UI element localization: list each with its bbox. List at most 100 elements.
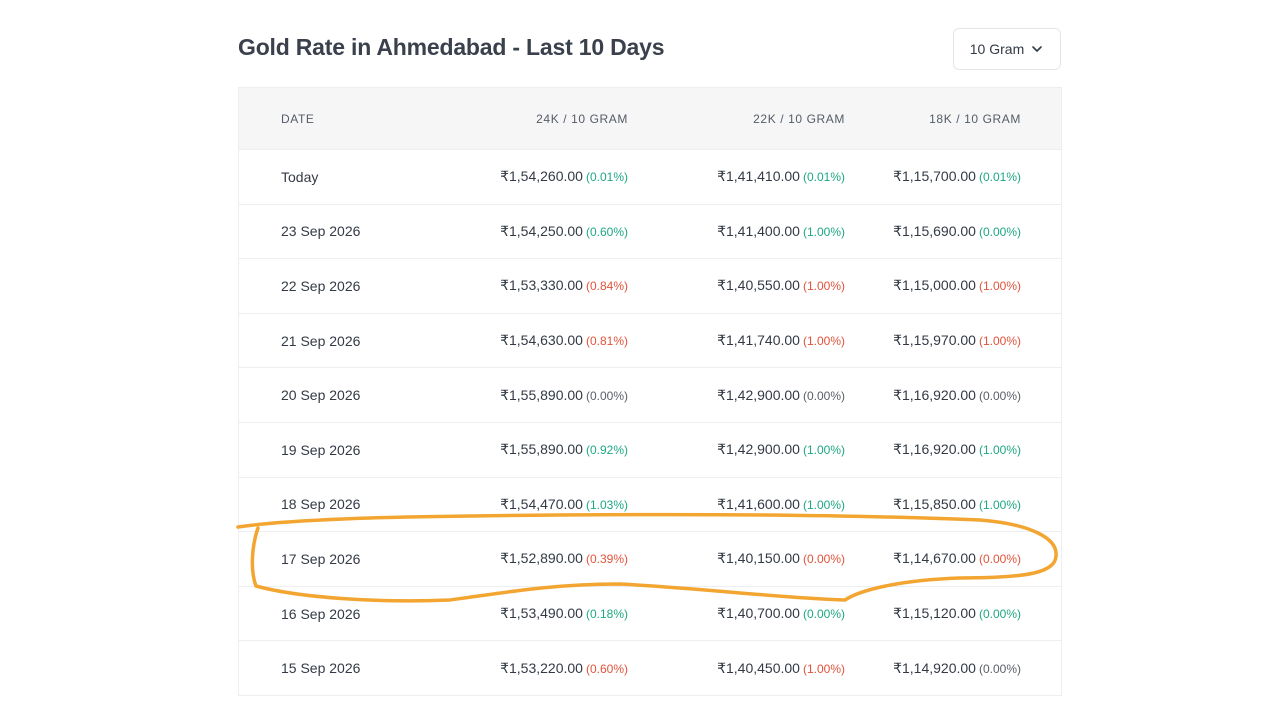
rate-change: (0.39%) bbox=[585, 552, 628, 567]
rate-price: ₹1,54,630.00 bbox=[500, 332, 583, 349]
rate-price: ₹1,14,920.00 bbox=[893, 659, 976, 676]
rate-change: (0.00%) bbox=[585, 388, 628, 403]
gold-rate-table: DATE 24K / 10 GRAM 22K / 10 GRAM 18K / 1… bbox=[238, 87, 1062, 696]
rate-change: (0.01%) bbox=[978, 170, 1021, 185]
row-date: 19 Sep 2026 bbox=[281, 441, 361, 458]
rate-price: ₹1,40,550.00 bbox=[717, 277, 800, 294]
rate-change: (1.00%) bbox=[802, 497, 845, 512]
rate-change: (0.00%) bbox=[802, 552, 845, 567]
rate-cell-k18: ₹1,16,920.00 (0.00%) bbox=[845, 387, 1021, 404]
rate-price: ₹1,16,920.00 bbox=[893, 441, 976, 458]
row-date: 18 Sep 2026 bbox=[281, 496, 361, 513]
rate-price: ₹1,41,410.00 bbox=[717, 168, 800, 185]
table-row: 16 Sep 2026 ₹1,53,490.00 (0.18%) ₹1,40,700.… bbox=[239, 585, 1061, 641]
rate-price: ₹1,42,900.00 bbox=[717, 386, 800, 403]
rate-change: (1.00%) bbox=[802, 443, 845, 458]
rate-price: ₹1,54,470.00 bbox=[500, 495, 583, 512]
header-date: DATE bbox=[281, 111, 315, 126]
rate-price: ₹1,16,920.00 bbox=[893, 386, 976, 403]
row-date: 23 Sep 2026 bbox=[281, 223, 361, 240]
rate-change: (1.00%) bbox=[978, 443, 1021, 458]
rate-cell-k18: ₹1,15,690.00 (0.00%) bbox=[845, 223, 1021, 240]
rate-cell-k18: ₹1,14,670.00 (0.00%) bbox=[845, 550, 1021, 567]
rate-change: (1.00%) bbox=[802, 279, 845, 294]
rate-change: (1.03%) bbox=[585, 497, 628, 512]
table-row: 15 Sep 2026 ₹1,53,220.00 (0.60%) ₹1,40,450.… bbox=[239, 640, 1061, 695]
rate-change: (0.84%) bbox=[585, 279, 628, 294]
rate-change: (1.00%) bbox=[978, 279, 1021, 294]
rate-cell-k22: ₹1,40,450.00 (1.00%) bbox=[628, 660, 845, 677]
rate-change: (1.00%) bbox=[978, 334, 1021, 349]
rate-cell-k24: ₹1,55,890.00 (0.00%) bbox=[409, 387, 628, 404]
rate-price: ₹1,40,450.00 bbox=[717, 659, 800, 676]
rate-change: (0.01%) bbox=[802, 170, 845, 185]
rate-price: ₹1,41,600.00 bbox=[717, 495, 800, 512]
rate-change: (0.00%) bbox=[978, 661, 1021, 676]
rate-price: ₹1,53,330.00 bbox=[500, 277, 583, 294]
table-row: Today ₹1,54,260.00 (0.01%) ₹1,41,410.00 (0.0… bbox=[239, 149, 1061, 204]
unit-select[interactable]: 10 Gram bbox=[953, 28, 1061, 70]
rate-cell-k24: ₹1,53,220.00 (0.60%) bbox=[409, 660, 628, 677]
rate-cell-k22: ₹1,41,600.00 (1.00%) bbox=[628, 496, 845, 513]
rate-cell-k24: ₹1,55,890.00 (0.92%) bbox=[409, 441, 628, 458]
rate-change: (1.00%) bbox=[978, 497, 1021, 512]
rate-cell-k18: ₹1,15,850.00 (1.00%) bbox=[845, 496, 1021, 513]
header-18k: 18K / 10 GRAM bbox=[929, 111, 1021, 126]
table-header: DATE 24K / 10 GRAM 22K / 10 GRAM 18K / 1… bbox=[239, 88, 1061, 149]
rate-price: ₹1,52,890.00 bbox=[500, 550, 583, 567]
rate-change: (1.00%) bbox=[802, 661, 845, 676]
rate-change: (0.60%) bbox=[585, 224, 628, 239]
rate-change: (1.00%) bbox=[802, 224, 845, 239]
rate-price: ₹1,15,120.00 bbox=[893, 605, 976, 622]
rate-cell-k22: ₹1,40,550.00 (1.00%) bbox=[628, 277, 845, 294]
rate-cell-k22: ₹1,42,900.00 (1.00%) bbox=[628, 441, 845, 458]
rate-change: (0.81%) bbox=[585, 334, 628, 349]
table-row: 17 Sep 2026 ₹1,52,890.00 (0.39%) ₹1,40,150.… bbox=[239, 531, 1061, 586]
header-24k: 24K / 10 GRAM bbox=[536, 111, 628, 126]
rate-cell-k24: ₹1,52,890.00 (0.39%) bbox=[409, 550, 628, 567]
rate-change: (1.00%) bbox=[802, 334, 845, 349]
table-row: 22 Sep 2026 ₹1,53,330.00 (0.84%) ₹1,40,550.… bbox=[239, 258, 1061, 313]
rate-cell-k22: ₹1,41,740.00 (1.00%) bbox=[628, 332, 845, 349]
rate-change: (0.92%) bbox=[585, 443, 628, 458]
table-row: 20 Sep 2026 ₹1,55,890.00 (0.00%) ₹1,42,900.… bbox=[239, 367, 1061, 422]
rate-price: ₹1,41,400.00 bbox=[717, 222, 800, 239]
rate-change: (0.00%) bbox=[978, 607, 1021, 622]
rate-cell-k18: ₹1,15,700.00 (0.01%) bbox=[845, 168, 1021, 185]
rate-change: (0.00%) bbox=[978, 224, 1021, 239]
rate-price: ₹1,14,670.00 bbox=[893, 550, 976, 567]
table-row: 18 Sep 2026 ₹1,54,470.00 (1.03%) ₹1,41,600.… bbox=[239, 476, 1061, 532]
table-row: 23 Sep 2026 ₹1,54,250.00 (0.60%) ₹1,41,400.… bbox=[239, 203, 1061, 259]
rate-change: (0.00%) bbox=[978, 388, 1021, 403]
rate-cell-k22: ₹1,40,700.00 (0.00%) bbox=[628, 605, 845, 622]
rate-price: ₹1,15,700.00 bbox=[893, 168, 976, 185]
row-date: 16 Sep 2026 bbox=[281, 605, 361, 622]
rate-change: (0.18%) bbox=[585, 607, 628, 622]
rate-cell-k22: ₹1,41,410.00 (0.01%) bbox=[628, 168, 845, 185]
row-date: 15 Sep 2026 bbox=[281, 660, 361, 677]
rate-cell-k24: ₹1,54,250.00 (0.60%) bbox=[409, 223, 628, 240]
row-date: 22 Sep 2026 bbox=[281, 277, 361, 294]
rate-change: (0.01%) bbox=[585, 170, 628, 185]
rate-cell-k24: ₹1,53,490.00 (0.18%) bbox=[409, 605, 628, 622]
rate-cell-k22: ₹1,41,400.00 (1.00%) bbox=[628, 223, 845, 240]
rate-cell-k18: ₹1,15,970.00 (1.00%) bbox=[845, 332, 1021, 349]
rate-price: ₹1,42,900.00 bbox=[717, 441, 800, 458]
rate-price: ₹1,54,260.00 bbox=[500, 168, 583, 185]
row-date: Today bbox=[281, 168, 319, 185]
rate-price: ₹1,15,850.00 bbox=[893, 495, 976, 512]
rate-price: ₹1,53,490.00 bbox=[500, 605, 583, 622]
rate-cell-k18: ₹1,16,920.00 (1.00%) bbox=[845, 441, 1021, 458]
unit-select-value: 10 Gram bbox=[969, 41, 1025, 57]
chevron-down-icon bbox=[1032, 46, 1043, 52]
rate-cell-k22: ₹1,42,900.00 (0.00%) bbox=[628, 387, 845, 404]
row-date: 21 Sep 2026 bbox=[281, 332, 361, 349]
rate-change: (0.00%) bbox=[802, 388, 845, 403]
rate-price: ₹1,40,150.00 bbox=[717, 550, 800, 567]
rate-cell-k24: ₹1,54,630.00 (0.81%) bbox=[409, 332, 628, 349]
rate-cell-k24: ₹1,54,470.00 (1.03%) bbox=[409, 496, 628, 513]
rate-cell-k18: ₹1,15,120.00 (0.00%) bbox=[845, 605, 1021, 622]
rate-price: ₹1,40,700.00 bbox=[717, 605, 800, 622]
rate-change: (0.00%) bbox=[978, 552, 1021, 567]
rate-cell-k18: ₹1,15,000.00 (1.00%) bbox=[845, 277, 1021, 294]
